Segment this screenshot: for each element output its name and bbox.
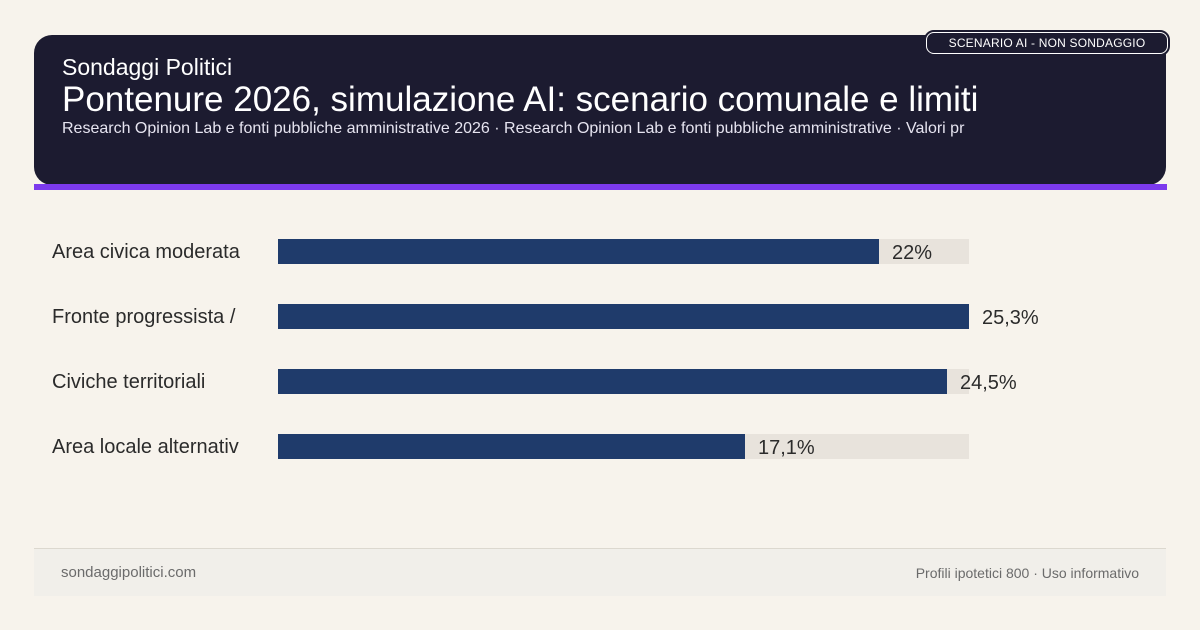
page-title: Pontenure 2026, simulazione AI: scenario… bbox=[62, 80, 979, 119]
category-label: Area locale alternativ bbox=[52, 436, 239, 458]
footer: sondaggipolitici.com Profili ipotetici 8… bbox=[34, 548, 1166, 596]
accent-bar bbox=[34, 184, 1167, 190]
footer-note: Profili ipotetici 800 · Uso informativo bbox=[915, 564, 1139, 581]
value-label: 22% bbox=[892, 242, 932, 264]
category-label: Fronte progressista / bbox=[52, 306, 236, 328]
value-label: 25,3% bbox=[982, 307, 1039, 329]
bar bbox=[278, 239, 879, 264]
category-label: Civiche territoriali bbox=[52, 371, 205, 393]
value-label: 24,5% bbox=[960, 372, 1017, 394]
scenario-badge: SCENARIO AI - NON SONDAGGIO bbox=[924, 30, 1170, 56]
value-label: 17,1% bbox=[758, 437, 815, 459]
brand-name: Sondaggi Politici bbox=[62, 54, 233, 80]
category-label: Area civica moderata bbox=[52, 241, 241, 263]
footer-site[interactable]: sondaggipolitici.com bbox=[61, 564, 197, 581]
bar bbox=[278, 369, 947, 394]
bar bbox=[278, 304, 969, 329]
bar bbox=[278, 434, 745, 459]
header-panel: Sondaggi Politici Pontenure 2026, simula… bbox=[34, 35, 1166, 185]
page-subtitle: Research Opinion Lab e fonti pubbliche a… bbox=[62, 120, 965, 137]
